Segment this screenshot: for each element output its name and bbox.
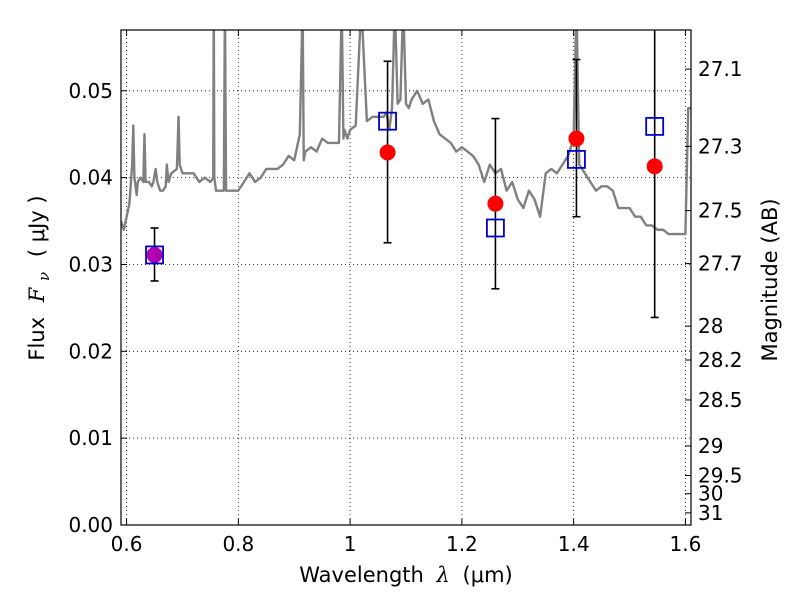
model-point [145, 245, 164, 265]
spectrum-line [121, 30, 691, 236]
x-axis-label-symbol: λ [436, 563, 450, 587]
observed-point [646, 158, 663, 175]
y-tick-label: 0.01 [68, 426, 113, 450]
spectrum-layer [121, 30, 691, 236]
y2-tick-label: 28.5 [698, 388, 743, 412]
y-axis-label-subscript: ν [35, 272, 53, 281]
y2-tick-label: 27.5 [698, 199, 743, 223]
y2-tick-label: 27.1 [698, 57, 743, 81]
x-tick-label: 1.6 [670, 532, 702, 556]
y-tick-label: 0.02 [68, 339, 113, 363]
y-tick-label: 0.03 [68, 252, 113, 276]
model-point [567, 149, 586, 169]
y2-tick-label: 28 [698, 314, 723, 338]
model-point [486, 218, 505, 238]
plot-frame [120, 29, 692, 526]
y-tick-label: 0.05 [68, 79, 113, 103]
observed-point [568, 130, 585, 147]
ticks [121, 30, 691, 526]
y2-axis-label: Magnitude (AB) [758, 198, 782, 361]
plot-area [121, 30, 691, 525]
x-tick-label: 0.8 [222, 532, 254, 556]
observed-point [487, 195, 504, 212]
y2-tick-label: 27.7 [698, 252, 743, 276]
observed-point [379, 144, 396, 161]
x-axis-label-unit: (μm) [463, 563, 513, 587]
y2-tick-label: 29.5 [698, 464, 743, 488]
x-tick-label: 0.6 [111, 532, 143, 556]
y-axis-label-symbol: F [25, 286, 49, 303]
y2-tick-label: 28.2 [698, 348, 743, 372]
y2-tick-label: 31 [698, 501, 723, 525]
y2-tick-label: 30 [698, 482, 723, 506]
y-tick-label: 0.04 [68, 166, 113, 190]
y-axis-label-text: Flux [25, 317, 49, 361]
observed-point [146, 246, 163, 263]
model-point [645, 116, 665, 136]
x-axis-label: Wavelength λ (μm) [299, 563, 512, 587]
y-tick-label: 0.00 [68, 513, 113, 537]
x-tick-label: 1.4 [558, 532, 590, 556]
x-tick-label: 1 [344, 532, 357, 556]
y-axis-label-unit: ( μJy ) [25, 195, 49, 257]
model-point [378, 111, 397, 131]
x-tick-label: 1.2 [446, 532, 478, 556]
points-layer [145, 30, 665, 319]
y2-tick-label: 27.3 [698, 134, 743, 158]
x-axis-label-text: Wavelength [299, 563, 424, 587]
tick-labels: 0.6 0.8 1 1.2 1.4 1.6 0.00 0.01 0.02 0.03 0.04 0.05… [68, 57, 742, 556]
y-axis-label: Flux F ν ( μJy ) [25, 195, 54, 360]
y2-tick-label: 29 [698, 434, 723, 458]
